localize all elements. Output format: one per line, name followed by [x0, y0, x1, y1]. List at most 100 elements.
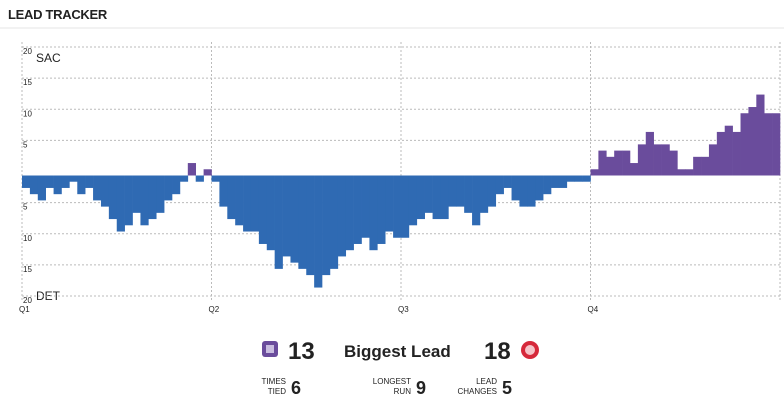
bar [187, 163, 197, 176]
bar [93, 175, 102, 201]
bar [258, 175, 268, 244]
bar [179, 175, 189, 182]
det-logo [521, 341, 539, 359]
bar [440, 175, 449, 220]
y-tick-label: 20 [23, 296, 32, 305]
bar [243, 175, 252, 232]
stat-label: RUN [394, 387, 412, 396]
bar [756, 94, 765, 176]
bar [29, 175, 39, 195]
stat-value: 9 [416, 378, 426, 398]
bar [629, 163, 639, 176]
bar [164, 175, 173, 201]
bar [298, 175, 307, 269]
bar [282, 175, 291, 257]
y-tick-label: 15 [23, 78, 32, 87]
bar [701, 156, 710, 176]
bar [37, 175, 46, 201]
bar [140, 175, 149, 226]
bar [716, 131, 726, 176]
bar [487, 175, 497, 207]
bar [408, 175, 418, 226]
bar [582, 175, 591, 182]
chart-title: LEAD TRACKER [8, 7, 108, 22]
bar [314, 175, 323, 288]
bar [203, 169, 212, 176]
bar [401, 175, 410, 238]
stat-label: TIED [268, 387, 286, 396]
bar [511, 175, 520, 201]
bar [345, 175, 354, 251]
bar [306, 175, 315, 276]
bar [329, 175, 339, 269]
bar [622, 150, 631, 176]
bar [108, 175, 118, 220]
bar [472, 175, 481, 226]
bar [456, 175, 465, 207]
bar [235, 175, 244, 226]
stat-value: 5 [502, 378, 512, 398]
bar [574, 175, 583, 182]
bar [748, 107, 757, 176]
bar [693, 156, 702, 176]
bar [393, 175, 402, 238]
bar [132, 175, 141, 213]
bar [219, 175, 228, 207]
bar [45, 175, 54, 188]
y-tick-label: 5 [23, 203, 28, 212]
sac-logo [262, 341, 278, 357]
bar [195, 175, 204, 182]
stat-label: LONGEST [373, 377, 411, 386]
stat-label: TIMES [262, 377, 286, 386]
x-tick-label: Q4 [588, 305, 599, 314]
bar [156, 175, 165, 213]
y-tick-label: 15 [23, 265, 32, 274]
det-biggest-lead: 18 [484, 338, 511, 365]
bar [227, 175, 236, 220]
bar [708, 144, 718, 176]
bar [653, 144, 662, 176]
bar [211, 175, 220, 182]
bar [69, 175, 78, 182]
bar [685, 169, 694, 176]
x-tick-label: Q1 [19, 305, 30, 314]
bar [148, 175, 157, 220]
bar [669, 150, 678, 176]
bar [448, 175, 457, 207]
bar [724, 125, 733, 176]
bar [519, 175, 528, 207]
bar [764, 113, 773, 176]
bar [416, 175, 425, 220]
bar [527, 175, 536, 207]
bar [290, 175, 299, 263]
bar [614, 150, 623, 176]
bar [377, 175, 386, 244]
bar [590, 169, 599, 176]
bar [369, 175, 378, 251]
bar [495, 175, 504, 195]
bar [677, 169, 686, 176]
stat-label: CHANGES [457, 387, 497, 396]
y-tick-label: 10 [23, 234, 32, 243]
bar [740, 113, 749, 176]
bar [551, 175, 560, 188]
bar [337, 175, 347, 257]
bar [645, 131, 654, 176]
y-tick-label: 20 [23, 47, 32, 56]
y-tick-label: 5 [23, 140, 28, 149]
team-label: SAC [36, 51, 61, 65]
stat-value: 6 [291, 378, 301, 398]
bar [53, 175, 62, 195]
bar [361, 175, 370, 238]
bar [116, 175, 125, 232]
biggest-lead-label: Biggest Lead [344, 342, 451, 361]
stat-label: LEAD [476, 377, 497, 386]
bar [77, 175, 86, 195]
bar [479, 175, 489, 213]
team-label: DET [36, 289, 61, 303]
bar [432, 175, 441, 220]
bar [353, 175, 362, 244]
bar [566, 175, 576, 182]
bar [637, 144, 647, 176]
bar [535, 175, 544, 201]
